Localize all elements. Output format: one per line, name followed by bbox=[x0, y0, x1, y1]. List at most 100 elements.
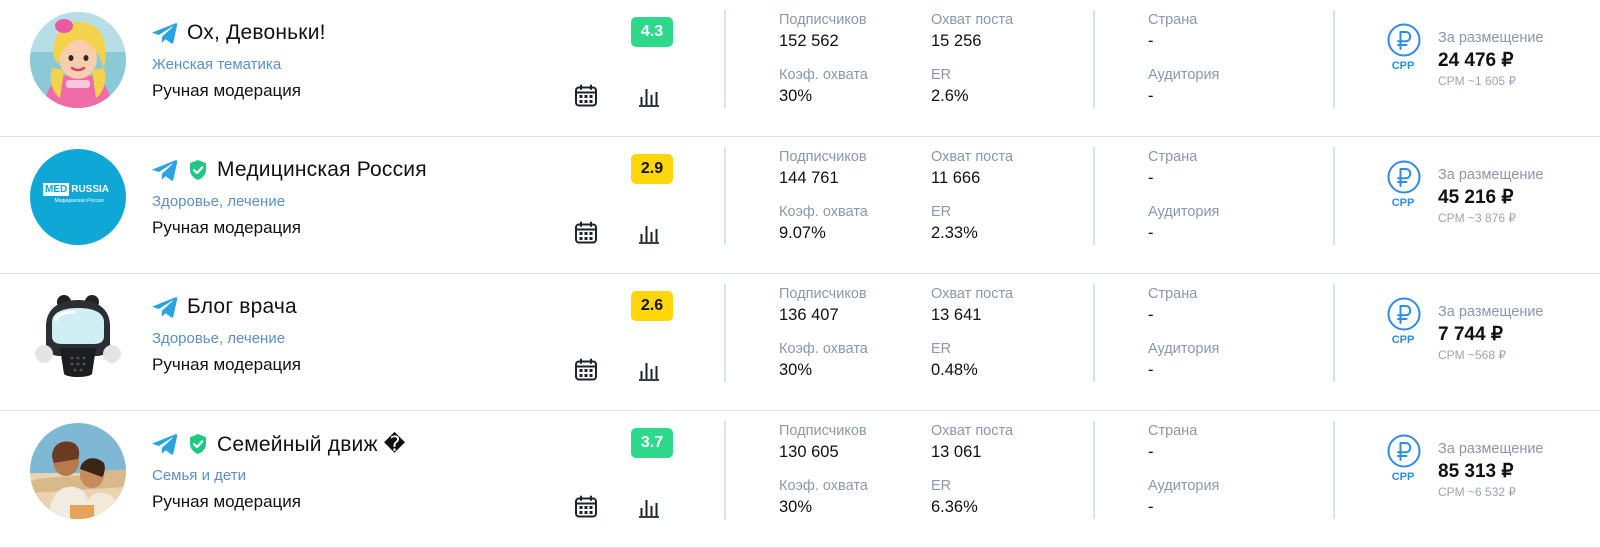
column-divider bbox=[1333, 10, 1335, 108]
price-label: За размещение bbox=[1438, 167, 1544, 183]
country-value: - bbox=[1148, 169, 1154, 187]
statistics-icon[interactable] bbox=[638, 496, 660, 518]
moderation-type: Ручная модерация bbox=[152, 81, 301, 100]
country-label: Страна bbox=[1148, 149, 1198, 165]
audience-label: Аудитория bbox=[1148, 341, 1220, 357]
er-value: 2.6% bbox=[931, 87, 969, 105]
reach-value: 13 061 bbox=[931, 443, 982, 461]
reach-coef-value: 9.07% bbox=[779, 224, 826, 242]
subscribers-label: Подписчиков bbox=[779, 286, 867, 302]
er-value: 6.36% bbox=[931, 498, 978, 516]
channel-title: Блог врача bbox=[151, 292, 297, 322]
subscribers-label: Подписчиков bbox=[779, 423, 867, 439]
subscribers-label: Подписчиков bbox=[779, 12, 867, 28]
channel-row[interactable]: Семейный движ � Семья и дети Ручная моде… bbox=[0, 411, 1600, 548]
channel-avatar[interactable] bbox=[30, 286, 126, 382]
er-label: ER bbox=[931, 204, 952, 220]
rating-badge: 2.6 bbox=[631, 291, 673, 321]
channel-category[interactable]: Семья и дети bbox=[152, 467, 246, 484]
channel-category[interactable]: Здоровье, лечение bbox=[152, 330, 286, 347]
subscribers-value: 136 407 bbox=[779, 306, 839, 324]
audience-label: Аудитория bbox=[1148, 204, 1220, 220]
reach-coef-value: 30% bbox=[779, 498, 813, 516]
cpp-label: CPP bbox=[1391, 197, 1415, 209]
er-label: ER bbox=[931, 341, 952, 357]
channel-title: Ох, Девоньки! bbox=[151, 18, 326, 48]
country-label: Страна bbox=[1148, 423, 1198, 439]
statistics-icon[interactable] bbox=[638, 85, 660, 107]
reach-coef-label: Коэф. охвата bbox=[779, 478, 868, 494]
er-value: 2.33% bbox=[931, 224, 978, 242]
reach-value: 15 256 bbox=[931, 32, 982, 50]
ruble-icon bbox=[1387, 160, 1421, 194]
reach-coef-label: Коэф. охвата bbox=[779, 204, 868, 220]
rating-badge: 3.7 bbox=[631, 428, 673, 458]
statistics-icon[interactable] bbox=[638, 222, 660, 244]
channel-avatar[interactable] bbox=[30, 12, 126, 108]
channel-row[interactable]: Блог врача Здоровье, лечение Ручная моде… bbox=[0, 274, 1600, 411]
ruble-icon bbox=[1387, 23, 1421, 57]
price-value: 24 476 ₽ bbox=[1438, 50, 1514, 71]
calendar-icon[interactable] bbox=[574, 358, 598, 382]
column-divider bbox=[1093, 10, 1095, 108]
audience-value: - bbox=[1148, 361, 1154, 379]
statistics-icon[interactable] bbox=[638, 359, 660, 381]
channel-row[interactable]: MED RUSSIA Медицинская Россия Медицинска… bbox=[0, 137, 1600, 274]
rating-badge: 4.3 bbox=[631, 17, 673, 47]
reach-label: Охват поста bbox=[931, 423, 1014, 439]
cpp-label: CPP bbox=[1391, 334, 1415, 346]
channel-name[interactable]: Блог врача bbox=[187, 295, 297, 318]
channel-category[interactable]: Женская тематика bbox=[152, 56, 282, 73]
channel-name[interactable]: Ох, Девоньки! bbox=[187, 21, 326, 44]
cpm-value: CPM ~6 532 ₽ bbox=[1438, 485, 1517, 499]
channel-title: Медицинская Россия bbox=[151, 155, 427, 185]
moderation-type: Ручная модерация bbox=[152, 355, 301, 374]
cpm-value: CPM ~1 605 ₽ bbox=[1438, 74, 1517, 88]
reach-label: Охват поста bbox=[931, 12, 1014, 28]
channel-name[interactable]: Семейный движ � bbox=[217, 432, 406, 456]
price-value: 7 744 ₽ bbox=[1438, 324, 1503, 345]
moderation-type: Ручная модерация bbox=[152, 492, 301, 511]
audience-value: - bbox=[1148, 224, 1154, 242]
country-label: Страна bbox=[1148, 286, 1198, 302]
telegram-icon bbox=[151, 295, 179, 319]
channel-name[interactable]: Медицинская Россия bbox=[217, 158, 427, 181]
price-label: За размещение bbox=[1438, 304, 1544, 320]
telegram-icon bbox=[151, 21, 179, 45]
logo-med: MED bbox=[43, 183, 70, 196]
channel-avatar[interactable] bbox=[30, 423, 126, 519]
column-divider bbox=[724, 147, 726, 245]
er-label: ER bbox=[931, 478, 952, 494]
audience-value: - bbox=[1148, 87, 1154, 105]
channel-category[interactable]: Здоровье, лечение bbox=[152, 193, 286, 210]
country-label: Страна bbox=[1148, 12, 1198, 28]
audience-value: - bbox=[1148, 498, 1154, 516]
cpp-label: CPP bbox=[1391, 471, 1415, 483]
calendar-icon[interactable] bbox=[574, 495, 598, 519]
cpm-value: CPM ~3 876 ₽ bbox=[1438, 211, 1517, 225]
channel-title: Семейный движ � bbox=[151, 429, 406, 459]
subscribers-label: Подписчиков bbox=[779, 149, 867, 165]
subscribers-value: 152 562 bbox=[779, 32, 839, 50]
reach-value: 13 641 bbox=[931, 306, 982, 324]
medrussia-logo: MED RUSSIA bbox=[43, 183, 117, 196]
calendar-icon[interactable] bbox=[574, 84, 598, 108]
reach-coef-value: 30% bbox=[779, 361, 813, 379]
channel-avatar[interactable]: MED RUSSIA Медицинская Россия bbox=[30, 149, 126, 245]
audience-label: Аудитория bbox=[1148, 67, 1220, 83]
column-divider bbox=[724, 10, 726, 108]
country-value: - bbox=[1148, 32, 1154, 50]
cpm-value: CPM ~568 ₽ bbox=[1438, 348, 1506, 362]
moderation-type: Ручная модерация bbox=[152, 218, 301, 237]
ruble-icon bbox=[1387, 434, 1421, 468]
calendar-icon[interactable] bbox=[574, 221, 598, 245]
subscribers-value: 130 605 bbox=[779, 443, 839, 461]
telegram-icon bbox=[151, 432, 179, 456]
price-value: 45 216 ₽ bbox=[1438, 187, 1514, 208]
er-value: 0.48% bbox=[931, 361, 978, 379]
country-value: - bbox=[1148, 306, 1154, 324]
price-value: 85 313 ₽ bbox=[1438, 461, 1514, 482]
channel-row[interactable]: Ох, Девоньки! Женская тематика Ручная мо… bbox=[0, 0, 1600, 137]
column-divider bbox=[1093, 147, 1095, 245]
